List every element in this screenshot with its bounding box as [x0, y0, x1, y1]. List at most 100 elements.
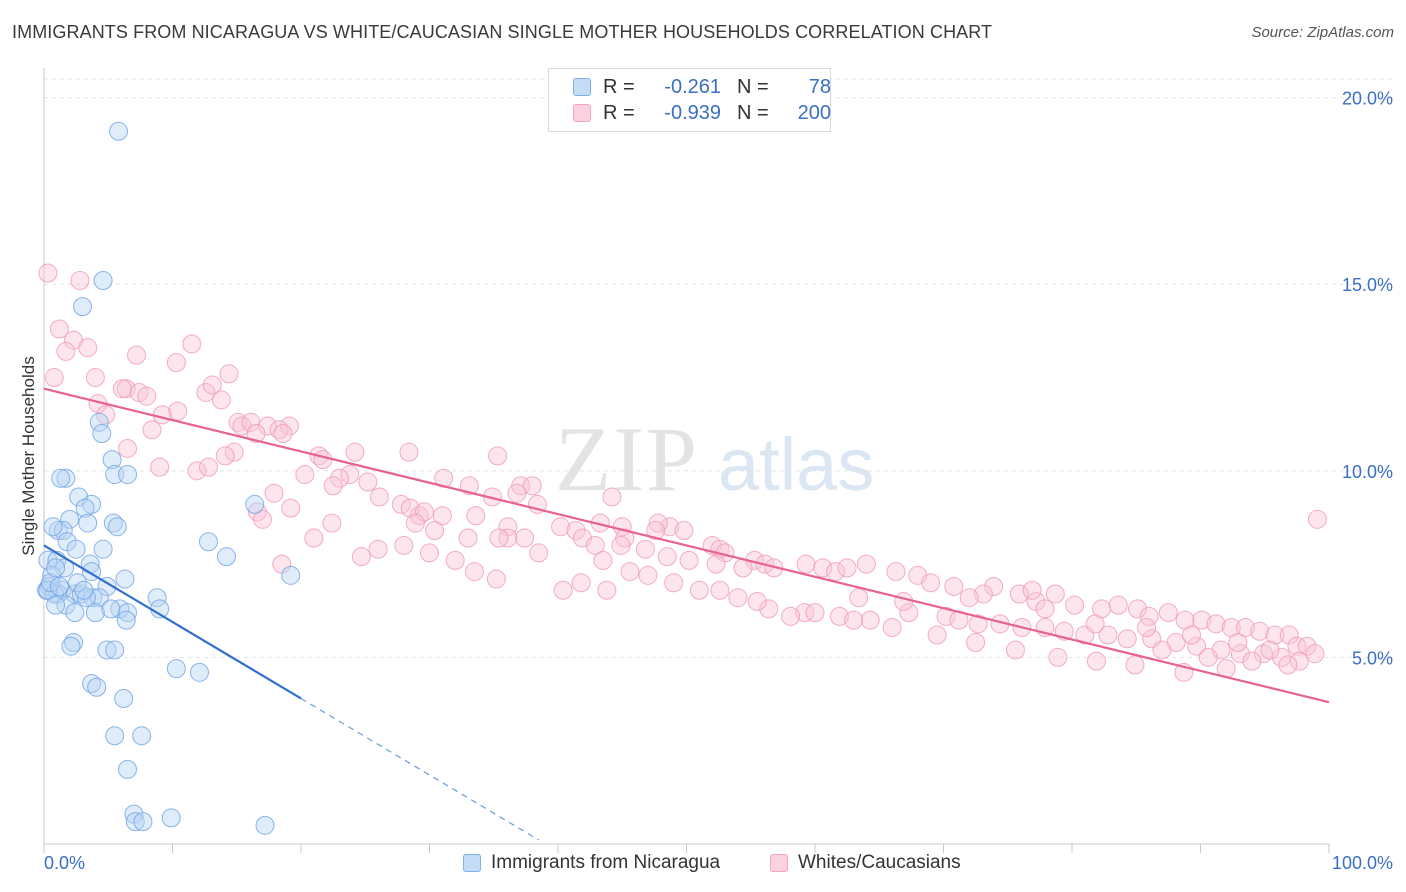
legend-n-value: 200: [797, 101, 831, 124]
legend-r-value: -0.261: [664, 75, 721, 98]
scatter-point: [657, 547, 677, 567]
scatter-point: [92, 424, 112, 444]
scatter-point: [269, 420, 289, 440]
scatter-point: [1045, 584, 1065, 604]
scatter-point: [1005, 640, 1025, 660]
scatter-point: [405, 513, 425, 533]
scatter-point: [899, 603, 919, 623]
scatter-point: [70, 271, 90, 291]
legend-row-nicaragua: R = -0.261 N = 78: [573, 74, 831, 100]
scatter-point: [805, 603, 825, 623]
scatter-point: [166, 659, 186, 679]
scatter-point: [189, 662, 209, 682]
bottom-legend-swatch-blue: [463, 854, 481, 872]
scatter-point: [273, 424, 293, 444]
scatter-point: [1035, 599, 1055, 619]
scatter-point: [127, 345, 147, 365]
scatter-point: [1235, 618, 1255, 638]
scatter-point: [844, 610, 864, 630]
scatter-point: [489, 528, 509, 548]
scatter-point: [566, 521, 586, 541]
scatter-point: [597, 580, 617, 600]
scatter-point: [488, 446, 508, 466]
scatter-point: [46, 595, 66, 615]
scatter-point: [89, 412, 109, 432]
scatter-point: [1187, 636, 1207, 656]
scatter-point: [1230, 644, 1250, 664]
scatter-point: [73, 297, 93, 317]
scatter-point: [829, 606, 849, 626]
scatter-point: [107, 517, 127, 537]
bottom-legend-whites: Whites/Caucasians: [770, 852, 961, 874]
y-tick-labels: 5.0% 10.0% 15.0% 20.0%: [1342, 89, 1393, 669]
scatter-point: [93, 539, 113, 559]
scatter-point: [894, 591, 914, 611]
scatter-point: [215, 446, 235, 466]
scatter-point: [553, 580, 573, 600]
scatter-point: [368, 539, 388, 559]
scatter-point: [837, 558, 857, 578]
scatter-point: [1271, 647, 1291, 667]
scatter-point: [1086, 651, 1106, 671]
scatter-point: [279, 416, 299, 436]
scatter-point: [102, 450, 122, 470]
scatter-point: [571, 573, 591, 593]
scatter-point: [61, 636, 81, 656]
scatter-point: [252, 509, 272, 529]
scatter-point: [295, 465, 315, 485]
scatter-point: [196, 382, 216, 402]
scatter-point: [507, 483, 527, 503]
scatter-point: [187, 461, 207, 481]
scatter-point: [458, 528, 478, 548]
scatter-point: [97, 640, 117, 660]
scatter-point: [49, 319, 69, 339]
scatter-point: [258, 416, 278, 436]
scatter-point: [860, 610, 880, 630]
scatter-point: [112, 379, 132, 399]
scatter-point: [97, 577, 117, 597]
scatter-point: [219, 364, 239, 384]
legend-row-whites: R = -0.939 N = 200: [573, 100, 831, 126]
scatter-point: [281, 565, 301, 585]
scatter-point: [216, 547, 236, 567]
scatter-point: [1198, 647, 1218, 667]
scatter-point: [345, 442, 365, 462]
scatter-point: [585, 535, 605, 555]
scatter-point: [620, 562, 640, 582]
scatter-point: [71, 584, 91, 604]
scatter-point: [198, 457, 218, 477]
scatter-point: [1125, 655, 1145, 675]
scatter-point: [340, 465, 360, 485]
scatter-point: [593, 550, 613, 570]
y-tick-label: 20.0%: [1342, 89, 1393, 109]
scatter-point: [65, 603, 85, 623]
scatter-point: [1192, 610, 1212, 630]
scatter-point: [281, 498, 301, 518]
scatter-point: [313, 450, 333, 470]
scatter-point: [826, 562, 846, 582]
trend-lines: [43, 387, 1330, 841]
scatter-point: [728, 588, 748, 608]
scatter-point: [60, 509, 80, 529]
scatter-point: [1009, 584, 1029, 604]
scatter-point: [75, 498, 95, 518]
scatter-point: [486, 569, 506, 589]
scatter-point: [1085, 614, 1105, 634]
scatter-point: [67, 573, 87, 593]
bottom-legend-label-nicaragua: Immigrants from Nicaragua: [491, 852, 721, 873]
scatter-point: [38, 580, 58, 600]
scatter-point: [125, 812, 145, 832]
scatter-point: [304, 528, 324, 548]
scatter-point: [51, 468, 71, 488]
scatter-point: [245, 494, 265, 514]
scatter-point: [459, 476, 479, 496]
scatter-point: [522, 476, 542, 496]
scatter-point: [1158, 603, 1178, 623]
scatter-point: [813, 558, 833, 578]
scatter-point: [664, 573, 684, 593]
series-whites-caucasians: [38, 263, 1327, 682]
scatter-point: [1242, 651, 1262, 671]
scatter-point: [49, 577, 69, 597]
scatter-point: [78, 513, 98, 533]
scatter-point: [856, 554, 876, 574]
